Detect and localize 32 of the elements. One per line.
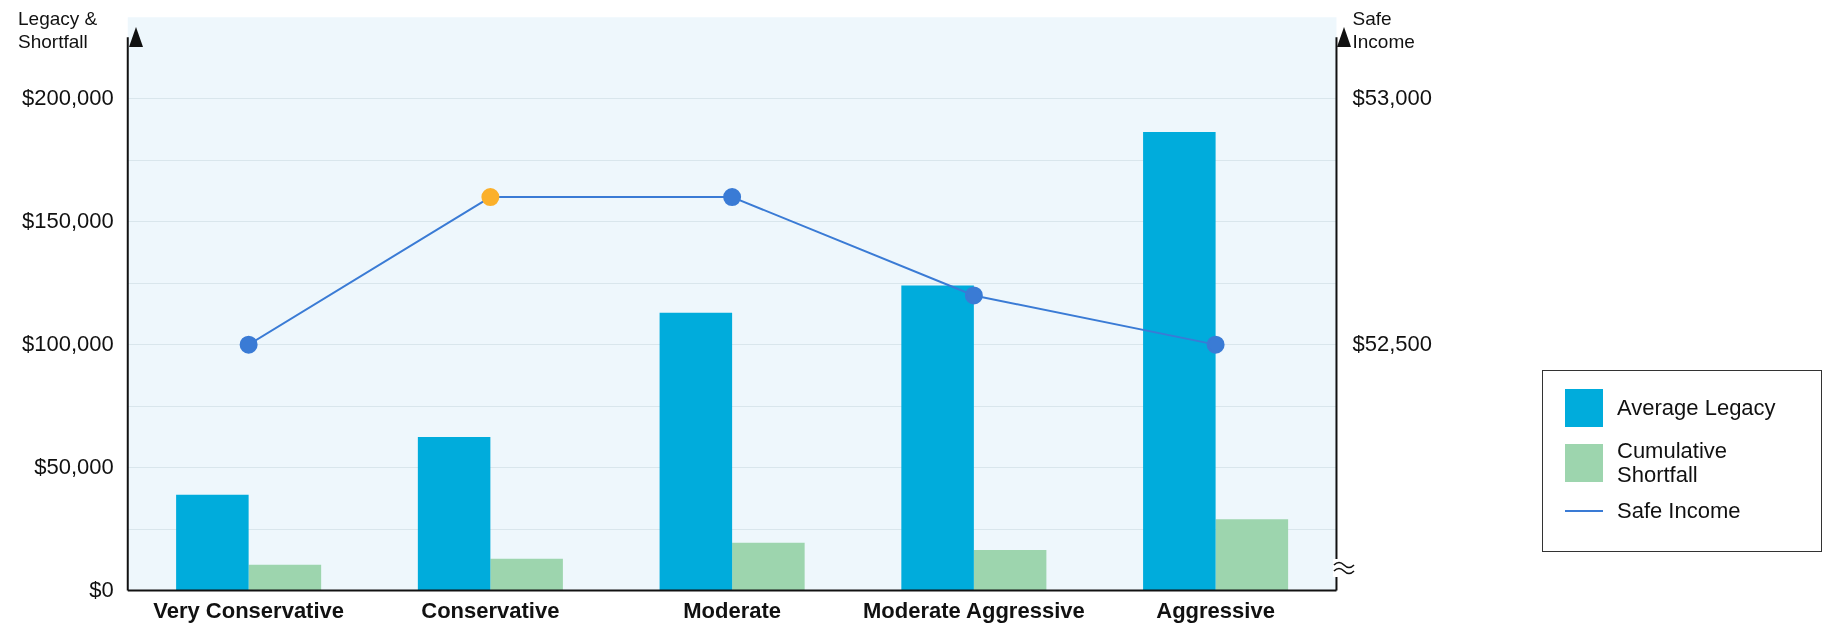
bar [1143,131,1216,591]
bar [490,558,563,591]
y-tick-label: $200,000 [21,84,114,110]
bar [901,285,974,591]
y2-tick-label: $53,000 [1352,84,1433,110]
y-tick-label: $50,000 [34,453,114,479]
bar [176,494,249,591]
legend-label: Cumulative Shortfall [1617,438,1729,487]
x-tick-label: Moderate Aggressive [863,597,1085,623]
x-tick-label: Very Conservative [153,597,345,623]
y-axis-title: Legacy & Shortfall [18,7,98,52]
legend-label: Average Legacy [1617,395,1776,420]
legend-label: Safe Income [1617,498,1741,523]
y2-axis-title: Safe Income [1352,7,1415,52]
bar [659,312,733,591]
bar [248,564,322,591]
bar [1215,519,1289,591]
y2-tick-label: $52,500 [1352,330,1433,356]
x-tick-label: Moderate [683,597,782,623]
bar [417,436,491,591]
y-tick-label: $150,000 [21,207,114,233]
point [481,188,500,207]
y-tick-label: $100,000 [21,330,114,356]
x-tick-label: Aggressive [1156,597,1275,623]
y-tick-label: $0 [89,576,114,602]
x-tick-label: Conservative [421,597,560,623]
point [723,188,742,207]
bar [732,542,805,591]
point [964,286,983,305]
point [239,335,258,354]
bar [973,550,1047,591]
point [1206,335,1225,354]
